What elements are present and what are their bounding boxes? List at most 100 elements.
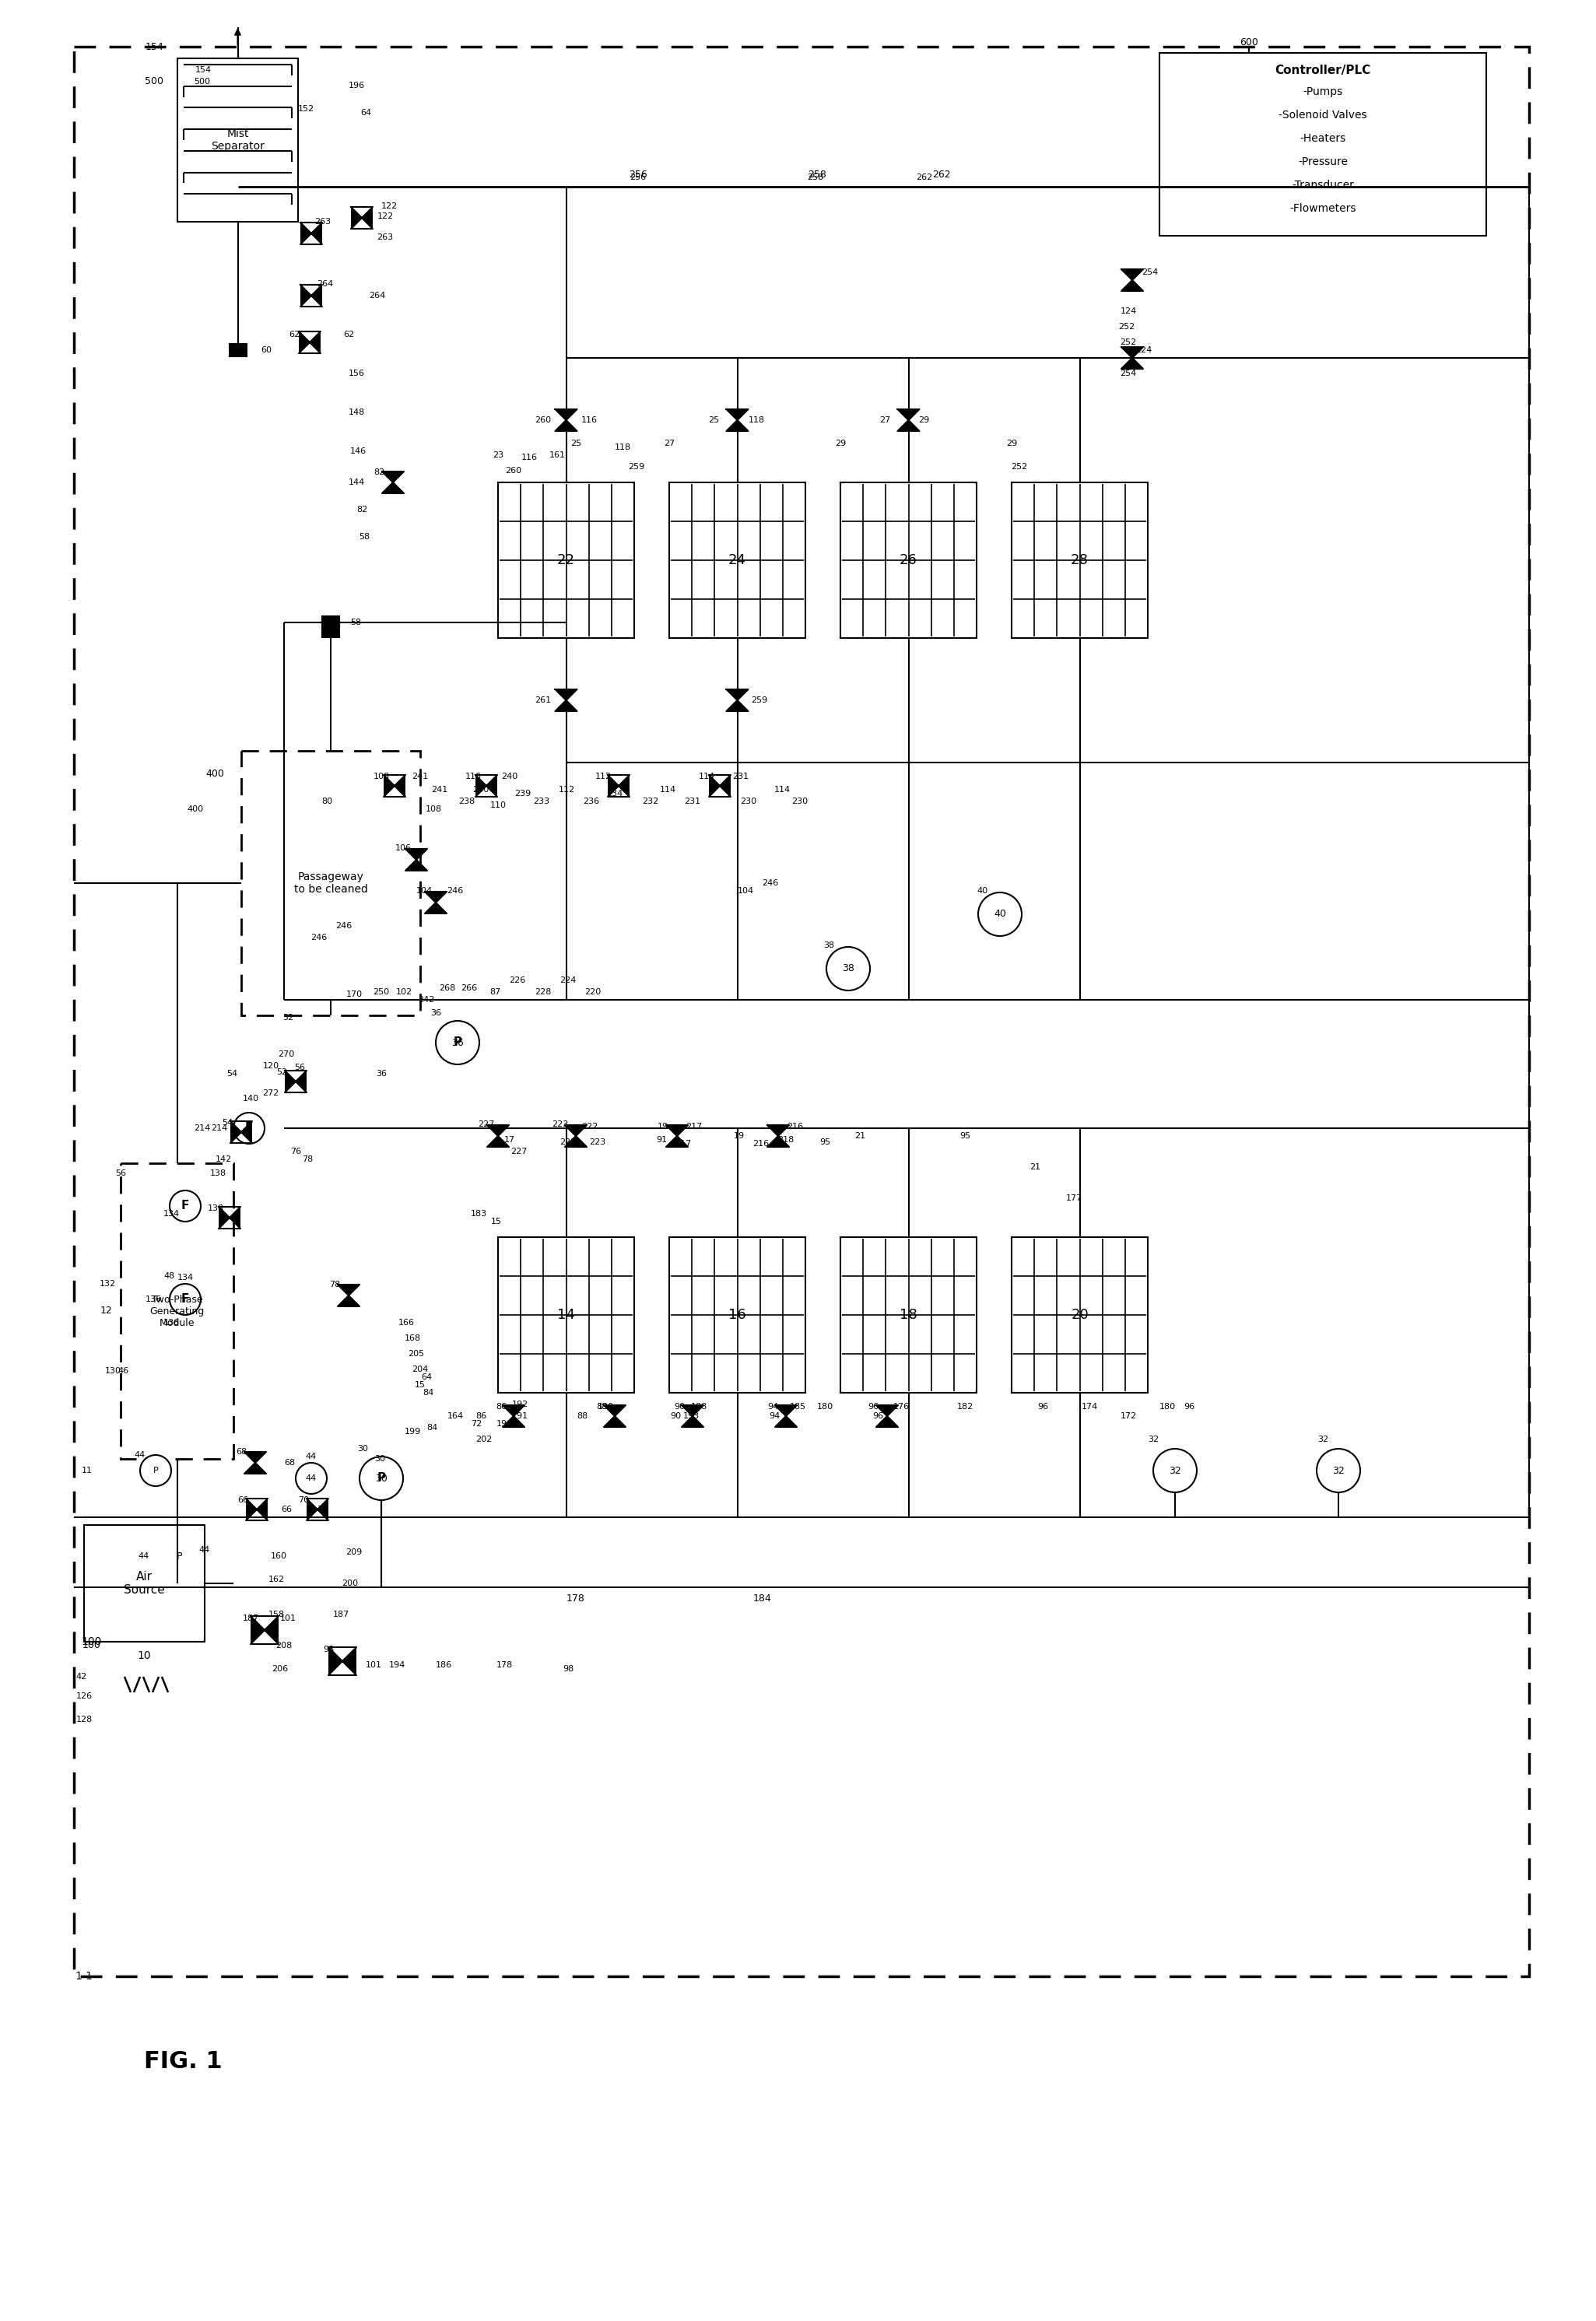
Text: 36: 36 — [452, 1037, 464, 1047]
Text: 400: 400 — [206, 768, 223, 780]
Text: 246: 246 — [335, 921, 353, 931]
Text: 217: 217 — [686, 1123, 702, 1130]
Polygon shape — [476, 775, 487, 796]
Polygon shape — [405, 859, 428, 870]
Text: 198: 198 — [496, 1420, 512, 1427]
Text: 152: 152 — [297, 104, 314, 114]
Polygon shape — [311, 223, 322, 244]
Text: 264: 264 — [318, 281, 334, 288]
Text: 25: 25 — [709, 415, 720, 425]
Text: 44: 44 — [134, 1451, 145, 1460]
Text: 84: 84 — [423, 1388, 434, 1397]
Text: 112: 112 — [559, 787, 575, 794]
Text: 104: 104 — [737, 887, 753, 896]
Text: 246: 246 — [311, 933, 327, 942]
Text: 256: 256 — [629, 169, 648, 181]
Text: 23: 23 — [493, 450, 503, 460]
Text: 126: 126 — [77, 1692, 93, 1699]
Text: 246: 246 — [447, 887, 463, 896]
Polygon shape — [726, 701, 749, 710]
Text: 36: 36 — [375, 1070, 386, 1077]
Text: 101: 101 — [279, 1615, 297, 1622]
Text: 156: 156 — [348, 369, 364, 378]
Text: 116: 116 — [581, 415, 597, 425]
Text: 38: 38 — [824, 942, 835, 949]
Text: 138: 138 — [207, 1205, 223, 1212]
Text: 186: 186 — [436, 1662, 452, 1669]
Text: 114: 114 — [774, 787, 790, 794]
Text: 78: 78 — [302, 1156, 313, 1163]
Text: 233: 233 — [533, 798, 549, 805]
Text: -Pressure: -Pressure — [1298, 156, 1347, 167]
Text: 52: 52 — [282, 1014, 294, 1021]
Text: Air
Source: Air Source — [124, 1571, 164, 1597]
Text: 164: 164 — [447, 1411, 463, 1420]
Text: 230: 230 — [792, 798, 808, 805]
Text: 52: 52 — [276, 1068, 287, 1077]
Circle shape — [1317, 1448, 1360, 1492]
Text: 500: 500 — [145, 77, 163, 86]
Circle shape — [169, 1191, 201, 1221]
Text: 32: 32 — [1333, 1465, 1344, 1476]
Text: 208: 208 — [276, 1641, 292, 1650]
Text: 101: 101 — [365, 1662, 381, 1669]
Bar — [322, 627, 340, 638]
Polygon shape — [603, 1416, 626, 1427]
Text: -Heaters: -Heaters — [1299, 132, 1345, 144]
Text: 158: 158 — [268, 1611, 284, 1618]
Text: 44: 44 — [139, 1553, 150, 1560]
Polygon shape — [726, 689, 749, 701]
Text: 174: 174 — [1080, 1402, 1098, 1411]
Text: 185: 185 — [790, 1402, 806, 1411]
Text: 224: 224 — [560, 977, 576, 984]
Text: 38: 38 — [843, 963, 854, 975]
Text: 258: 258 — [808, 169, 827, 181]
Text: 86: 86 — [476, 1411, 487, 1420]
Bar — [322, 617, 340, 629]
Text: 42: 42 — [77, 1673, 88, 1680]
Polygon shape — [503, 1404, 525, 1416]
Bar — [669, 483, 806, 638]
Text: 246: 246 — [763, 880, 779, 887]
Text: 176: 176 — [892, 1402, 910, 1411]
Polygon shape — [768, 1126, 788, 1135]
Text: 194: 194 — [388, 1662, 405, 1669]
Text: 227: 227 — [511, 1147, 527, 1156]
Text: 60: 60 — [262, 346, 271, 355]
Bar — [177, 58, 298, 223]
Text: -Transducer: -Transducer — [1291, 179, 1353, 190]
Text: 180: 180 — [1159, 1402, 1176, 1411]
Polygon shape — [709, 775, 720, 796]
Polygon shape — [241, 1121, 252, 1142]
Text: 1: 1 — [75, 1971, 81, 1982]
Bar — [841, 1237, 977, 1393]
Text: 262: 262 — [932, 169, 951, 181]
Text: 190: 190 — [597, 1402, 613, 1411]
Text: 154: 154 — [195, 65, 212, 74]
Text: 40: 40 — [994, 910, 1005, 919]
Text: 21: 21 — [1029, 1163, 1041, 1172]
Text: 168: 168 — [404, 1335, 421, 1342]
Polygon shape — [555, 420, 578, 432]
Text: 29: 29 — [835, 439, 846, 448]
Text: 26: 26 — [900, 552, 918, 566]
Text: 100: 100 — [83, 1641, 101, 1650]
Text: 44: 44 — [306, 1474, 318, 1483]
Text: 24: 24 — [728, 552, 747, 566]
Text: 266: 266 — [461, 984, 477, 991]
Text: 500: 500 — [193, 79, 211, 86]
Text: 180: 180 — [817, 1402, 833, 1411]
Polygon shape — [876, 1404, 899, 1416]
Text: 96: 96 — [1037, 1402, 1049, 1411]
Circle shape — [1154, 1448, 1197, 1492]
Polygon shape — [244, 1453, 267, 1462]
Polygon shape — [338, 1295, 359, 1307]
Text: 30: 30 — [358, 1446, 369, 1453]
Polygon shape — [381, 471, 404, 483]
Text: 236: 236 — [583, 798, 600, 805]
Text: P: P — [153, 1467, 158, 1474]
Text: 214: 214 — [211, 1123, 227, 1133]
Text: 162: 162 — [268, 1576, 284, 1583]
Text: 82: 82 — [373, 469, 385, 476]
Text: 27: 27 — [664, 439, 675, 448]
